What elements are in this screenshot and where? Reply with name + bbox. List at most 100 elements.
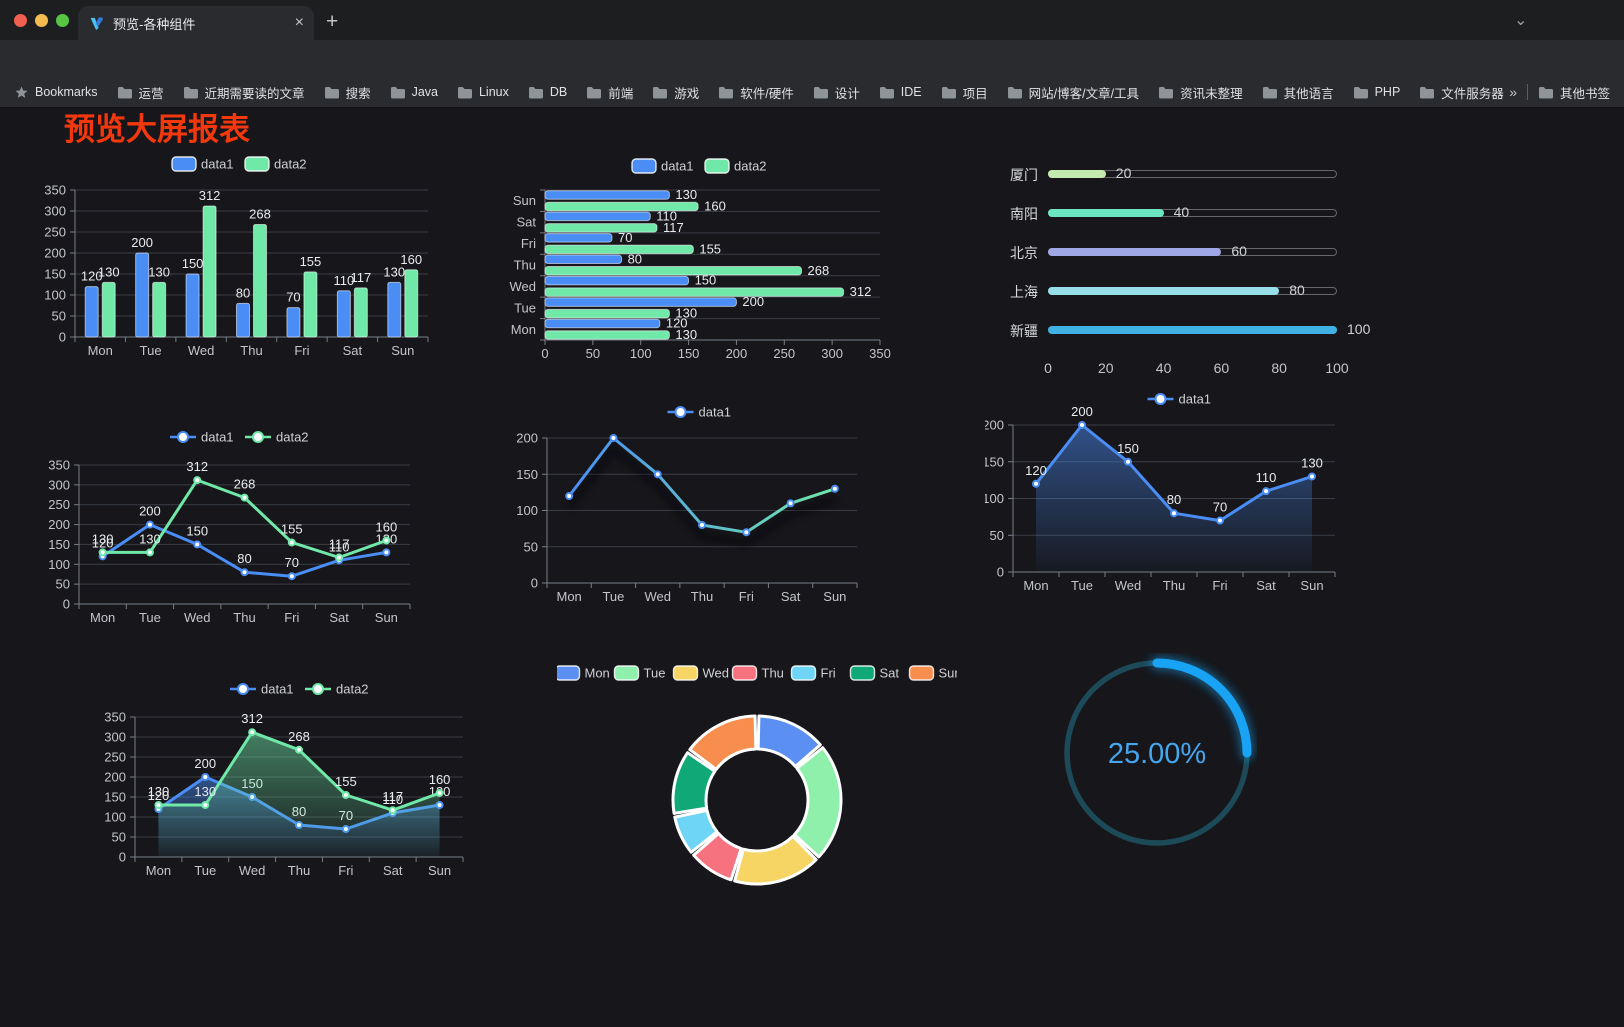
svg-text:data2: data2 (274, 157, 307, 172)
tab-title: 预览-各种组件 (113, 16, 196, 32)
svg-text:160: 160 (704, 198, 726, 213)
maximize-window-button[interactable] (56, 14, 69, 27)
bookmark-item[interactable]: 资讯未整理 (1158, 83, 1243, 102)
svg-text:Sun: Sun (513, 193, 536, 208)
chart-two-series-line[interactable]: data1 data2 0 50 100 150 200 250 300 350 Mon Tue Wed… (45, 425, 435, 640)
svg-text:300: 300 (105, 730, 126, 745)
svg-text:130: 130 (1301, 455, 1323, 470)
chart-donut-pie[interactable]: Mon Tue Wed Thu Fri Sat Sun (554, 660, 962, 905)
svg-text:160: 160 (376, 519, 398, 534)
svg-text:200: 200 (45, 246, 66, 261)
minimize-window-button[interactable] (35, 14, 48, 27)
chart-city-progress-bars[interactable]: 厦门 20 南阳 40 北京 60 上海 80 新疆 100 0 20 40 60 80 100 (1000, 150, 1390, 395)
bookmark-item[interactable]: Linux (457, 83, 509, 102)
svg-text:50: 50 (52, 309, 66, 324)
svg-text:Tue: Tue (644, 666, 666, 681)
svg-text:Wed: Wed (644, 589, 671, 604)
svg-text:300: 300 (45, 204, 66, 219)
progress-row-label: 北京 (1010, 245, 1038, 261)
svg-text:130: 130 (92, 531, 114, 546)
svg-text:Mon: Mon (585, 666, 610, 681)
svg-text:80: 80 (236, 285, 250, 300)
svg-text:data2: data2 (276, 430, 309, 445)
bookmark-item[interactable]: 游戏 (652, 83, 699, 102)
bookmark-label: 设计 (834, 86, 860, 101)
svg-text:100: 100 (630, 346, 652, 361)
svg-text:Sun: Sun (391, 343, 414, 358)
svg-text:Mon: Mon (1023, 578, 1048, 593)
svg-text:117: 117 (329, 537, 350, 552)
bookmark-item[interactable]: PHP (1353, 83, 1401, 102)
svg-text:Sun: Sun (1300, 578, 1323, 593)
bookmark-item[interactable]: 搜索 (324, 83, 371, 102)
folder-icon (653, 86, 668, 98)
bookmark-item[interactable]: DB (528, 83, 567, 102)
chart-two-series-area[interactable]: data1 data2 0 50 100 150 200 250 300 350 Mon Tue Wed… (104, 675, 495, 893)
close-window-button[interactable] (14, 14, 27, 27)
bookmark-label: PHP (1374, 85, 1401, 99)
svg-text:data1: data1 (261, 682, 294, 697)
svg-text:150: 150 (678, 346, 700, 361)
progress-track (1048, 326, 1337, 334)
svg-text:130: 130 (383, 264, 405, 279)
progress-axis-tick: 20 (1098, 360, 1114, 376)
progress-fill (1048, 248, 1222, 256)
svg-text:data2: data2 (734, 159, 767, 174)
progress-value: 100 (1347, 321, 1371, 337)
bookmark-label: DB (549, 85, 568, 99)
svg-text:Wed: Wed (703, 666, 730, 681)
svg-text:Wed: Wed (1115, 578, 1142, 593)
bookmark-label: 网站/博客/文章/工具 (1028, 86, 1140, 101)
svg-text:250: 250 (45, 225, 66, 240)
bookmark-label: 前端 (608, 86, 634, 101)
svg-text:50: 50 (56, 577, 70, 592)
folder-icon (457, 86, 472, 98)
svg-text:Thu: Thu (288, 863, 310, 878)
star-icon (15, 86, 28, 98)
svg-text:Thu: Thu (514, 258, 536, 273)
chart-grouped-bar[interactable]: data1 data2 0 50 100 150 200 250 300 350 Mon Tue Wed… (44, 150, 435, 372)
active-tab[interactable]: 预览-各种组件 × (78, 6, 314, 40)
bookmark-item[interactable]: 项目 (941, 83, 988, 102)
svg-text:Thu: Thu (233, 610, 255, 625)
folder-icon (390, 86, 405, 98)
svg-text:Sun: Sun (823, 589, 846, 604)
svg-text:Wed: Wed (510, 279, 537, 294)
bookmark-item[interactable]: 软件/硬件 (718, 83, 794, 102)
tab-close-icon[interactable]: × (294, 14, 304, 31)
bookmark-item[interactable]: 其他语言 (1262, 83, 1334, 102)
svg-text:Sat: Sat (1256, 578, 1276, 593)
svg-text:350: 350 (48, 458, 70, 473)
svg-text:130: 130 (148, 784, 170, 799)
svg-text:110: 110 (656, 208, 677, 223)
bookmarks-apps-item[interactable]: Bookmarks (14, 85, 98, 100)
bookmark-item[interactable]: 网站/博客/文章/工具 (1007, 83, 1139, 102)
svg-text:Wed: Wed (188, 343, 215, 358)
other-bookmarks-item[interactable]: 其他书签 (1538, 83, 1610, 102)
chart-horizontal-bar[interactable]: data1 data2 Sun Sat Fri Thu Wed Tue Mon 0 50 100 150… (505, 150, 895, 372)
bookmark-item[interactable]: 近期需要读的文章 (183, 83, 305, 102)
bookmark-item[interactable]: 设计 (813, 83, 860, 102)
bookmark-item[interactable]: Java (390, 83, 438, 102)
progress-axis-tick: 60 (1213, 360, 1230, 376)
bookmark-item[interactable]: 前端 (586, 83, 633, 102)
bookmark-item[interactable]: 运营 (117, 83, 164, 102)
chart-gradient-line[interactable]: data1 0 50 100 150 200 Mon Tue Wed Thu Fri Sat Sun (505, 400, 895, 615)
svg-text:Wed: Wed (184, 610, 211, 625)
svg-text:120: 120 (81, 269, 103, 284)
svg-text:150: 150 (182, 256, 204, 271)
chart-progress-gauge[interactable]: 25.00% (1057, 653, 1257, 853)
bookmark-item[interactable]: IDE (879, 83, 922, 102)
svg-text:110: 110 (382, 792, 403, 807)
progress-row-label: 新疆 (1010, 323, 1038, 339)
tab-overflow-chevron-icon[interactable]: ⌄ (1514, 12, 1528, 29)
svg-text:Mon: Mon (146, 863, 171, 878)
svg-text:150: 150 (985, 454, 1004, 469)
svg-text:Mon: Mon (90, 610, 115, 625)
svg-text:150: 150 (105, 790, 126, 805)
new-tab-button[interactable]: + (326, 10, 339, 33)
svg-text:150: 150 (45, 267, 66, 282)
bookmarks-overflow-icon[interactable]: » (1509, 84, 1517, 100)
chart-single-area[interactable]: data1 0 50 100 150 200 Mon Tue Wed Thu Fri Sat Sun 12… (982, 390, 1375, 602)
bookmark-item[interactable]: 文件服务器 (1419, 83, 1504, 102)
